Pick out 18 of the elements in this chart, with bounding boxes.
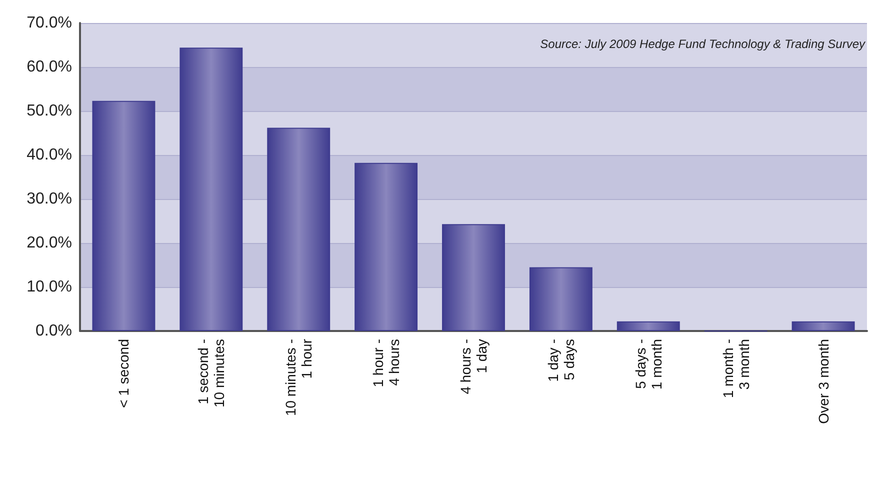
y-tick-label: 40.0%	[26, 146, 72, 164]
x-tick-label: 5 days - 1 month	[632, 338, 664, 390]
y-tick-label: 70.0%	[26, 14, 72, 32]
x-tick-label: < 1 second	[116, 339, 132, 408]
x-tick-label: 1 day - 5 days	[544, 338, 577, 382]
y-tick-label: 60.0%	[26, 58, 72, 76]
x-tick-label: 1 month - 3 month	[720, 338, 752, 398]
x-tick-label: 4 hours - 1 day	[458, 338, 490, 394]
x-tick-label: 10 minutes - 1 hour	[282, 338, 315, 416]
y-tick-label: 30.0%	[26, 190, 72, 208]
x-tick-label: Over 3 month	[815, 339, 832, 424]
annotation: Source: July 2009 Hedge Fund Technology & Trading Survey	[540, 37, 866, 51]
x-tick-label: 1 second - 10 minutes	[195, 338, 228, 408]
x-tick-label: 1 hour - 4 hours	[370, 338, 402, 388]
y-tick-label: 20.0%	[26, 234, 72, 252]
y-tick-label: 10.0%	[26, 278, 72, 296]
y-tick-label: 0.0%	[36, 322, 72, 340]
y-tick-label: 50.0%	[26, 102, 72, 120]
